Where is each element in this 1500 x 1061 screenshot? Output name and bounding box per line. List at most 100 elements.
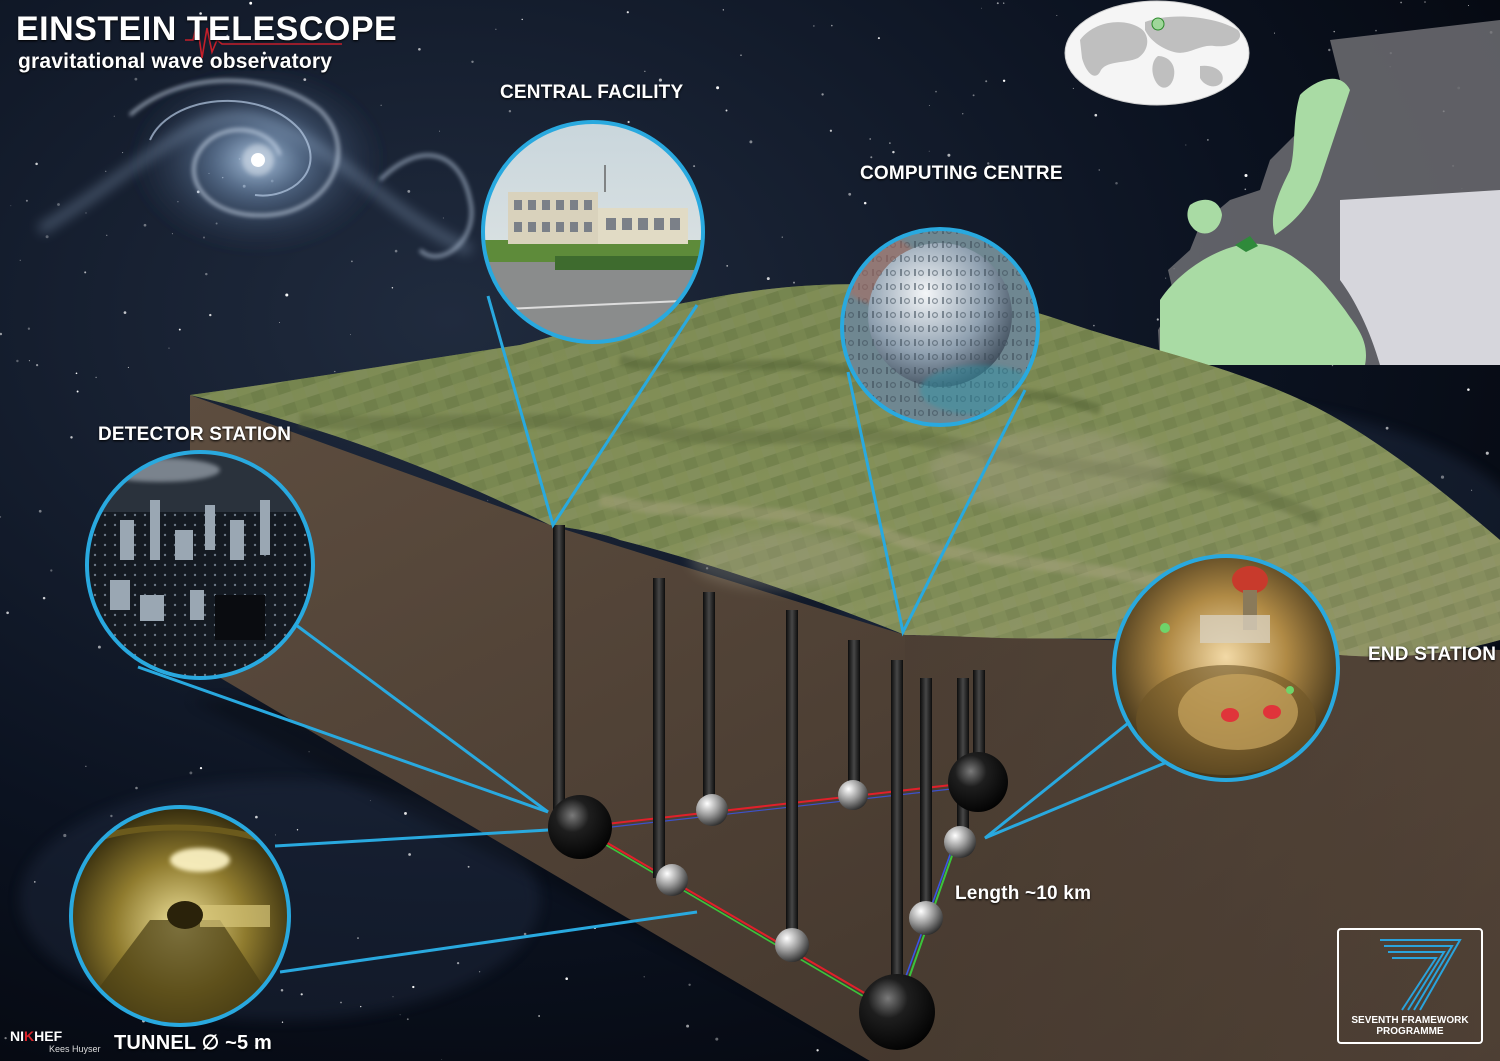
star [523,932,527,936]
star [168,347,170,349]
star [391,287,394,289]
star [249,1,253,5]
star [726,265,729,267]
star [869,138,872,140]
star [351,260,353,263]
star [1207,139,1209,141]
central-facility-photo [481,120,705,344]
star [252,39,254,41]
corner-station-sphere-1 [548,795,612,859]
gravitational-wave-vortex [37,21,474,259]
star [171,233,173,235]
star [407,189,411,193]
star [300,993,303,996]
label-computing-centre: COMPUTING CENTRE [860,163,1063,184]
computing-centre-sphere [840,227,1040,427]
star [715,1037,719,1041]
star [996,2,999,5]
star [467,865,470,868]
label-central-facility: CENTRAL FACILITY [500,82,684,103]
star [205,272,208,276]
star [280,988,284,992]
fp7-line-2: PROGRAMME [1376,1026,1444,1037]
star [1093,324,1095,327]
star [50,569,53,572]
star [1328,48,1331,52]
star [199,12,202,15]
end-station-photo [1112,554,1340,782]
callout-connectors [137,295,1173,974]
star [45,235,49,239]
star [781,236,783,238]
star [740,54,742,56]
star [123,311,127,314]
star [935,90,937,93]
nikhef-logo-prefix: NI [10,1028,24,1044]
star [334,370,336,373]
star [394,249,398,253]
star [565,977,568,980]
star [1244,188,1247,191]
star [16,359,19,363]
star [349,334,352,336]
star [478,971,481,973]
label-end-station: END STATION [1368,644,1497,665]
end-station-sphere-4 [775,928,809,962]
star [889,142,891,144]
star [686,1024,690,1028]
star [1485,451,1489,455]
star [209,313,212,317]
star [189,771,193,775]
star [95,376,97,379]
star [63,833,67,838]
star [725,109,728,112]
corner-station-sphere-3 [859,974,935,1050]
star [178,328,181,331]
star [412,985,415,989]
ground-wall-right [900,635,1500,1061]
star [1274,32,1275,34]
terrain-surface [190,284,1500,657]
star [4,1036,7,1040]
star [508,109,512,113]
star [471,60,474,64]
star [296,829,299,831]
star [255,815,258,819]
end-station-sphere-6 [909,901,943,935]
star [1400,1,1402,4]
star [134,77,138,81]
star [569,94,572,98]
star [766,277,770,281]
star [274,834,276,836]
star [972,94,975,97]
author-credit: Kees Huyser [49,1044,101,1054]
star [487,499,489,501]
world-map-inset [1064,0,1250,106]
star [143,223,147,227]
end-station-sphere-2 [838,780,868,810]
star [38,509,42,513]
star [1375,29,1377,32]
star [406,1018,409,1021]
star [0,515,2,518]
fp7-logo: SEVENTH FRAMEWORK PROGRAMME [1337,928,1483,1044]
star [892,150,895,154]
star [262,51,266,55]
star [34,881,36,883]
star [693,165,696,168]
star [793,281,795,284]
star [985,80,988,83]
star [279,322,280,324]
star [521,18,523,21]
star [85,212,87,214]
nikhef-logo: NIKHEF [10,1028,62,1044]
star [644,70,646,72]
star [97,645,101,649]
star [199,766,203,770]
star [392,996,394,998]
star [1185,144,1187,146]
star [404,811,407,815]
star [281,1021,284,1023]
star [1165,277,1167,279]
star [848,192,852,196]
